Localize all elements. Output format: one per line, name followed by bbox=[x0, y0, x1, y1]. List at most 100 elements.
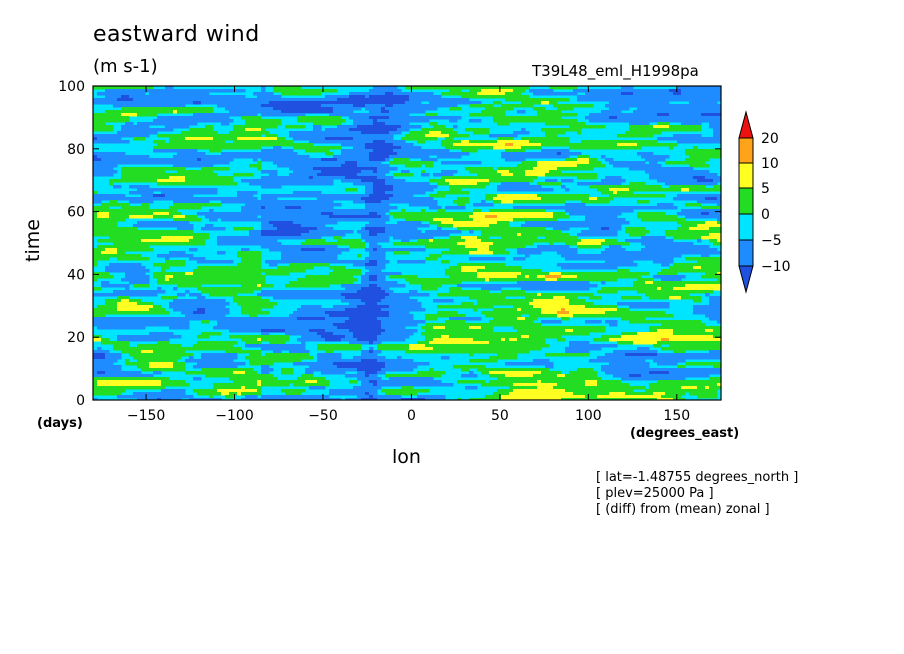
field-cell bbox=[693, 182, 698, 186]
field-cell bbox=[709, 200, 714, 204]
field-cell bbox=[661, 125, 666, 129]
field-cell bbox=[365, 197, 370, 201]
field-cell bbox=[169, 206, 174, 210]
field-cell bbox=[577, 197, 582, 201]
field-cell bbox=[413, 203, 418, 207]
field-cell bbox=[669, 92, 674, 96]
field-cell bbox=[305, 146, 310, 150]
field-cell bbox=[253, 98, 258, 102]
field-cell bbox=[193, 161, 198, 165]
field-cell bbox=[109, 125, 114, 129]
field-cell bbox=[681, 182, 686, 186]
field-cell bbox=[313, 101, 318, 105]
field-cell bbox=[693, 203, 698, 207]
field-cell bbox=[257, 119, 262, 123]
field-cell bbox=[469, 167, 474, 171]
field-cell bbox=[441, 194, 446, 198]
field-cell bbox=[377, 104, 382, 108]
field-cell bbox=[93, 113, 98, 117]
field-cell bbox=[205, 170, 210, 174]
field-cell bbox=[293, 191, 298, 195]
field-cell bbox=[329, 134, 334, 138]
field-cell bbox=[125, 122, 130, 126]
field-cell bbox=[313, 125, 318, 129]
field-cell bbox=[233, 173, 238, 177]
field-cell bbox=[493, 200, 498, 204]
field-cell bbox=[693, 95, 698, 99]
field-cell bbox=[389, 143, 394, 147]
field-cell bbox=[641, 194, 646, 198]
field-cell bbox=[545, 113, 550, 117]
field-cell bbox=[581, 155, 586, 159]
field-cell bbox=[565, 143, 570, 147]
field-cell bbox=[485, 173, 490, 177]
field-cell bbox=[153, 140, 158, 144]
field-cell bbox=[169, 86, 174, 90]
field-cell bbox=[273, 161, 278, 165]
field-cell bbox=[665, 128, 670, 132]
field-cell bbox=[373, 176, 378, 180]
field-cell bbox=[697, 170, 702, 174]
field-cell bbox=[93, 206, 98, 210]
field-cell bbox=[381, 200, 386, 204]
field-cell bbox=[461, 179, 466, 183]
field-cell bbox=[429, 197, 434, 201]
field-cell bbox=[265, 182, 270, 186]
field-cell bbox=[685, 104, 690, 108]
field-cell bbox=[473, 176, 478, 180]
field-cell bbox=[521, 176, 526, 180]
field-cell bbox=[509, 95, 514, 99]
field-cell bbox=[181, 149, 186, 153]
field-cell bbox=[161, 146, 166, 150]
field-cell bbox=[173, 137, 178, 141]
field-cell bbox=[673, 113, 678, 117]
field-cell bbox=[513, 104, 518, 108]
field-cell bbox=[437, 101, 442, 105]
field-cell bbox=[649, 152, 654, 156]
field-cell bbox=[701, 113, 706, 117]
field-cell bbox=[93, 119, 98, 123]
field-cell bbox=[689, 173, 694, 177]
field-cell bbox=[365, 107, 370, 111]
field-cell bbox=[581, 167, 586, 171]
field-cell bbox=[401, 152, 406, 156]
field-cell bbox=[701, 194, 706, 198]
field-cell bbox=[529, 209, 534, 213]
field-cell bbox=[613, 161, 618, 165]
field-cell bbox=[273, 197, 278, 201]
field-cell bbox=[297, 167, 302, 171]
field-cell bbox=[637, 134, 642, 138]
field-cell bbox=[673, 89, 678, 93]
field-cell bbox=[245, 125, 250, 129]
field-cell bbox=[521, 194, 526, 198]
field-cell bbox=[525, 98, 530, 102]
field-cell bbox=[433, 215, 438, 219]
field-cell bbox=[717, 137, 721, 141]
field-cell bbox=[249, 101, 254, 105]
field-cell bbox=[389, 167, 394, 171]
field-cell bbox=[181, 107, 186, 111]
field-cell bbox=[313, 89, 318, 93]
field-cell bbox=[497, 146, 502, 150]
field-cell bbox=[517, 110, 522, 114]
field-cell bbox=[153, 167, 158, 171]
field-cell bbox=[393, 110, 398, 114]
field-cell bbox=[113, 152, 118, 156]
field-cell bbox=[669, 104, 674, 108]
field-cell bbox=[149, 212, 154, 216]
field-cell bbox=[385, 215, 390, 219]
field-cell bbox=[189, 116, 194, 120]
field-cell bbox=[253, 122, 258, 126]
field-cell bbox=[289, 101, 294, 105]
field-cell bbox=[645, 170, 650, 174]
field-cell bbox=[517, 98, 522, 102]
field-cell bbox=[145, 203, 150, 207]
field-cell bbox=[517, 173, 522, 177]
field-cell bbox=[201, 155, 206, 159]
field-cell bbox=[457, 101, 462, 105]
field-cell bbox=[497, 89, 502, 93]
field-cell bbox=[717, 200, 721, 204]
field-cell bbox=[185, 173, 190, 177]
field-cell bbox=[481, 113, 486, 117]
field-cell bbox=[481, 140, 486, 144]
